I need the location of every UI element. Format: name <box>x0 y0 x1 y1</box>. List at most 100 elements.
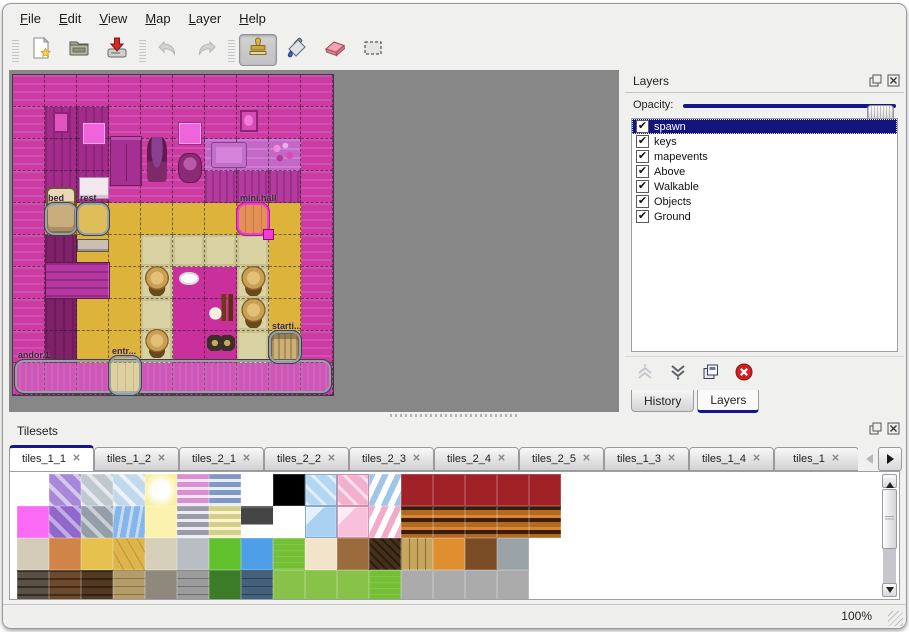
map-tile[interactable] <box>45 299 77 331</box>
tileset-tile[interactable] <box>529 474 561 506</box>
tileset-tile[interactable] <box>465 570 497 599</box>
map-tile[interactable] <box>205 363 237 395</box>
raise-layer-button[interactable] <box>633 360 657 384</box>
map-tile[interactable] <box>173 75 205 107</box>
close-tab-icon[interactable] <box>752 453 761 465</box>
dock-tab-history[interactable]: History <box>631 390 695 412</box>
layer-row-above[interactable]: ✔ Above <box>632 164 897 179</box>
map-decor-shelf[interactable] <box>77 238 109 253</box>
close-panel-icon[interactable] <box>887 422 900 435</box>
map-tile[interactable] <box>13 203 45 235</box>
tileset-tile[interactable] <box>337 506 369 538</box>
map-tile[interactable] <box>77 139 109 171</box>
tileset-tile[interactable] <box>209 570 241 599</box>
map-tile[interactable] <box>269 203 301 235</box>
tileset-tile[interactable] <box>273 538 305 570</box>
map-tile[interactable] <box>13 171 45 203</box>
float-panel-icon[interactable] <box>869 422 882 435</box>
scrollbar-thumb[interactable] <box>882 489 897 549</box>
map-tile[interactable] <box>13 139 45 171</box>
tileset-tab-tiles_1_2[interactable]: tiles_1_2 <box>94 447 179 471</box>
map-tile[interactable] <box>13 331 45 363</box>
tileset-tile[interactable] <box>145 474 177 506</box>
tileset-tile[interactable] <box>177 538 209 570</box>
select-tool-button[interactable] <box>355 35 391 65</box>
map-tile[interactable] <box>141 235 173 267</box>
map-tile[interactable] <box>45 363 77 395</box>
tileset-tile[interactable] <box>369 570 401 599</box>
map-decor-pot[interactable] <box>177 153 202 183</box>
tileset-tab-tiles_2_1[interactable]: tiles_2_1 <box>179 447 264 471</box>
map-tile[interactable] <box>301 267 333 299</box>
map-decor-cabinet[interactable] <box>109 135 142 186</box>
tileset-tile[interactable] <box>177 506 209 538</box>
map-view[interactable]: andor.1 bed rest mini.hall starti... entr... <box>9 70 619 412</box>
tileset-tile[interactable] <box>145 538 177 570</box>
tileset-tile[interactable] <box>401 474 433 506</box>
scrollbar-down-icon[interactable] <box>882 583 897 597</box>
tileset-tile[interactable] <box>81 474 113 506</box>
map-tile[interactable] <box>237 171 269 203</box>
tileset-tile[interactable] <box>433 474 465 506</box>
tileset-tile[interactable] <box>465 474 497 506</box>
map-decor-window[interactable] <box>82 123 105 144</box>
horizontal-splitter[interactable] <box>3 412 906 418</box>
open-map-button[interactable] <box>61 35 97 65</box>
map-tile[interactable] <box>141 363 173 395</box>
tileset-tile[interactable] <box>17 506 49 538</box>
tileset-tile[interactable] <box>81 506 113 538</box>
map-tile[interactable] <box>173 203 205 235</box>
map-tile[interactable] <box>77 75 109 107</box>
tileset-tile[interactable] <box>113 506 145 538</box>
tileset-tile[interactable] <box>241 474 273 506</box>
lower-layer-button[interactable] <box>666 360 690 384</box>
map-tile[interactable] <box>237 363 269 395</box>
tileset-tile[interactable] <box>209 474 241 506</box>
map-tile[interactable] <box>173 363 205 395</box>
map-tile[interactable] <box>237 75 269 107</box>
map-tile[interactable] <box>109 107 141 139</box>
map-tile[interactable] <box>301 107 333 139</box>
tileset-tile[interactable] <box>113 474 145 506</box>
layer-visibility-checkbox[interactable]: ✔ <box>636 150 649 163</box>
toolbar-grip[interactable] <box>12 38 19 62</box>
tileset-tile[interactable] <box>401 538 433 570</box>
map-object[interactable]: rest <box>76 193 110 236</box>
map-tile[interactable] <box>109 75 141 107</box>
map-tile[interactable] <box>13 75 45 107</box>
tileset-tab-tiles_2_4[interactable]: tiles_2_4 <box>434 447 519 471</box>
layer-row-mapevents[interactable]: ✔ mapevents <box>632 149 897 164</box>
map-decor-table-white[interactable] <box>78 177 110 200</box>
tileset-tile[interactable] <box>17 474 49 506</box>
map-decor-stool[interactable] <box>238 265 268 296</box>
map-decor-stool[interactable] <box>142 265 172 296</box>
map-tile[interactable] <box>141 203 173 235</box>
tileset-tab-tiles_1_1[interactable]: tiles_1_1 <box>9 444 94 471</box>
tileset-tile[interactable] <box>369 474 401 506</box>
map-decor-pots[interactable] <box>206 334 235 352</box>
map-tile[interactable] <box>77 363 109 395</box>
map-tile[interactable] <box>205 267 237 299</box>
close-tab-icon[interactable] <box>497 453 506 465</box>
map-tile[interactable] <box>269 171 301 203</box>
tileset-tile[interactable] <box>401 506 433 538</box>
map-tile[interactable] <box>141 75 173 107</box>
map-tile[interactable] <box>173 235 205 267</box>
tileset-tile[interactable] <box>49 506 81 538</box>
map-canvas[interactable]: andor.1 bed rest mini.hall starti... entr... <box>12 74 334 396</box>
redo-button[interactable] <box>188 35 224 65</box>
close-tab-icon[interactable] <box>412 453 421 465</box>
map-decor-sink[interactable] <box>211 141 247 168</box>
map-object[interactable]: mini.hall <box>236 193 277 240</box>
menu-item-view[interactable]: View <box>99 10 128 26</box>
tileset-tile[interactable] <box>209 506 241 538</box>
map-tile[interactable] <box>205 171 237 203</box>
tileset-tab-tiles_1_3[interactable]: tiles_1_3 <box>604 447 689 471</box>
eraser-tool-button[interactable] <box>317 35 353 65</box>
tileset-tile[interactable] <box>81 570 113 599</box>
map-decor-picture[interactable] <box>53 111 69 133</box>
delete-layer-button[interactable] <box>732 360 756 384</box>
map-tile[interactable] <box>269 235 301 267</box>
tileset-tile[interactable] <box>49 538 81 570</box>
tileset-tile[interactable] <box>465 538 497 570</box>
